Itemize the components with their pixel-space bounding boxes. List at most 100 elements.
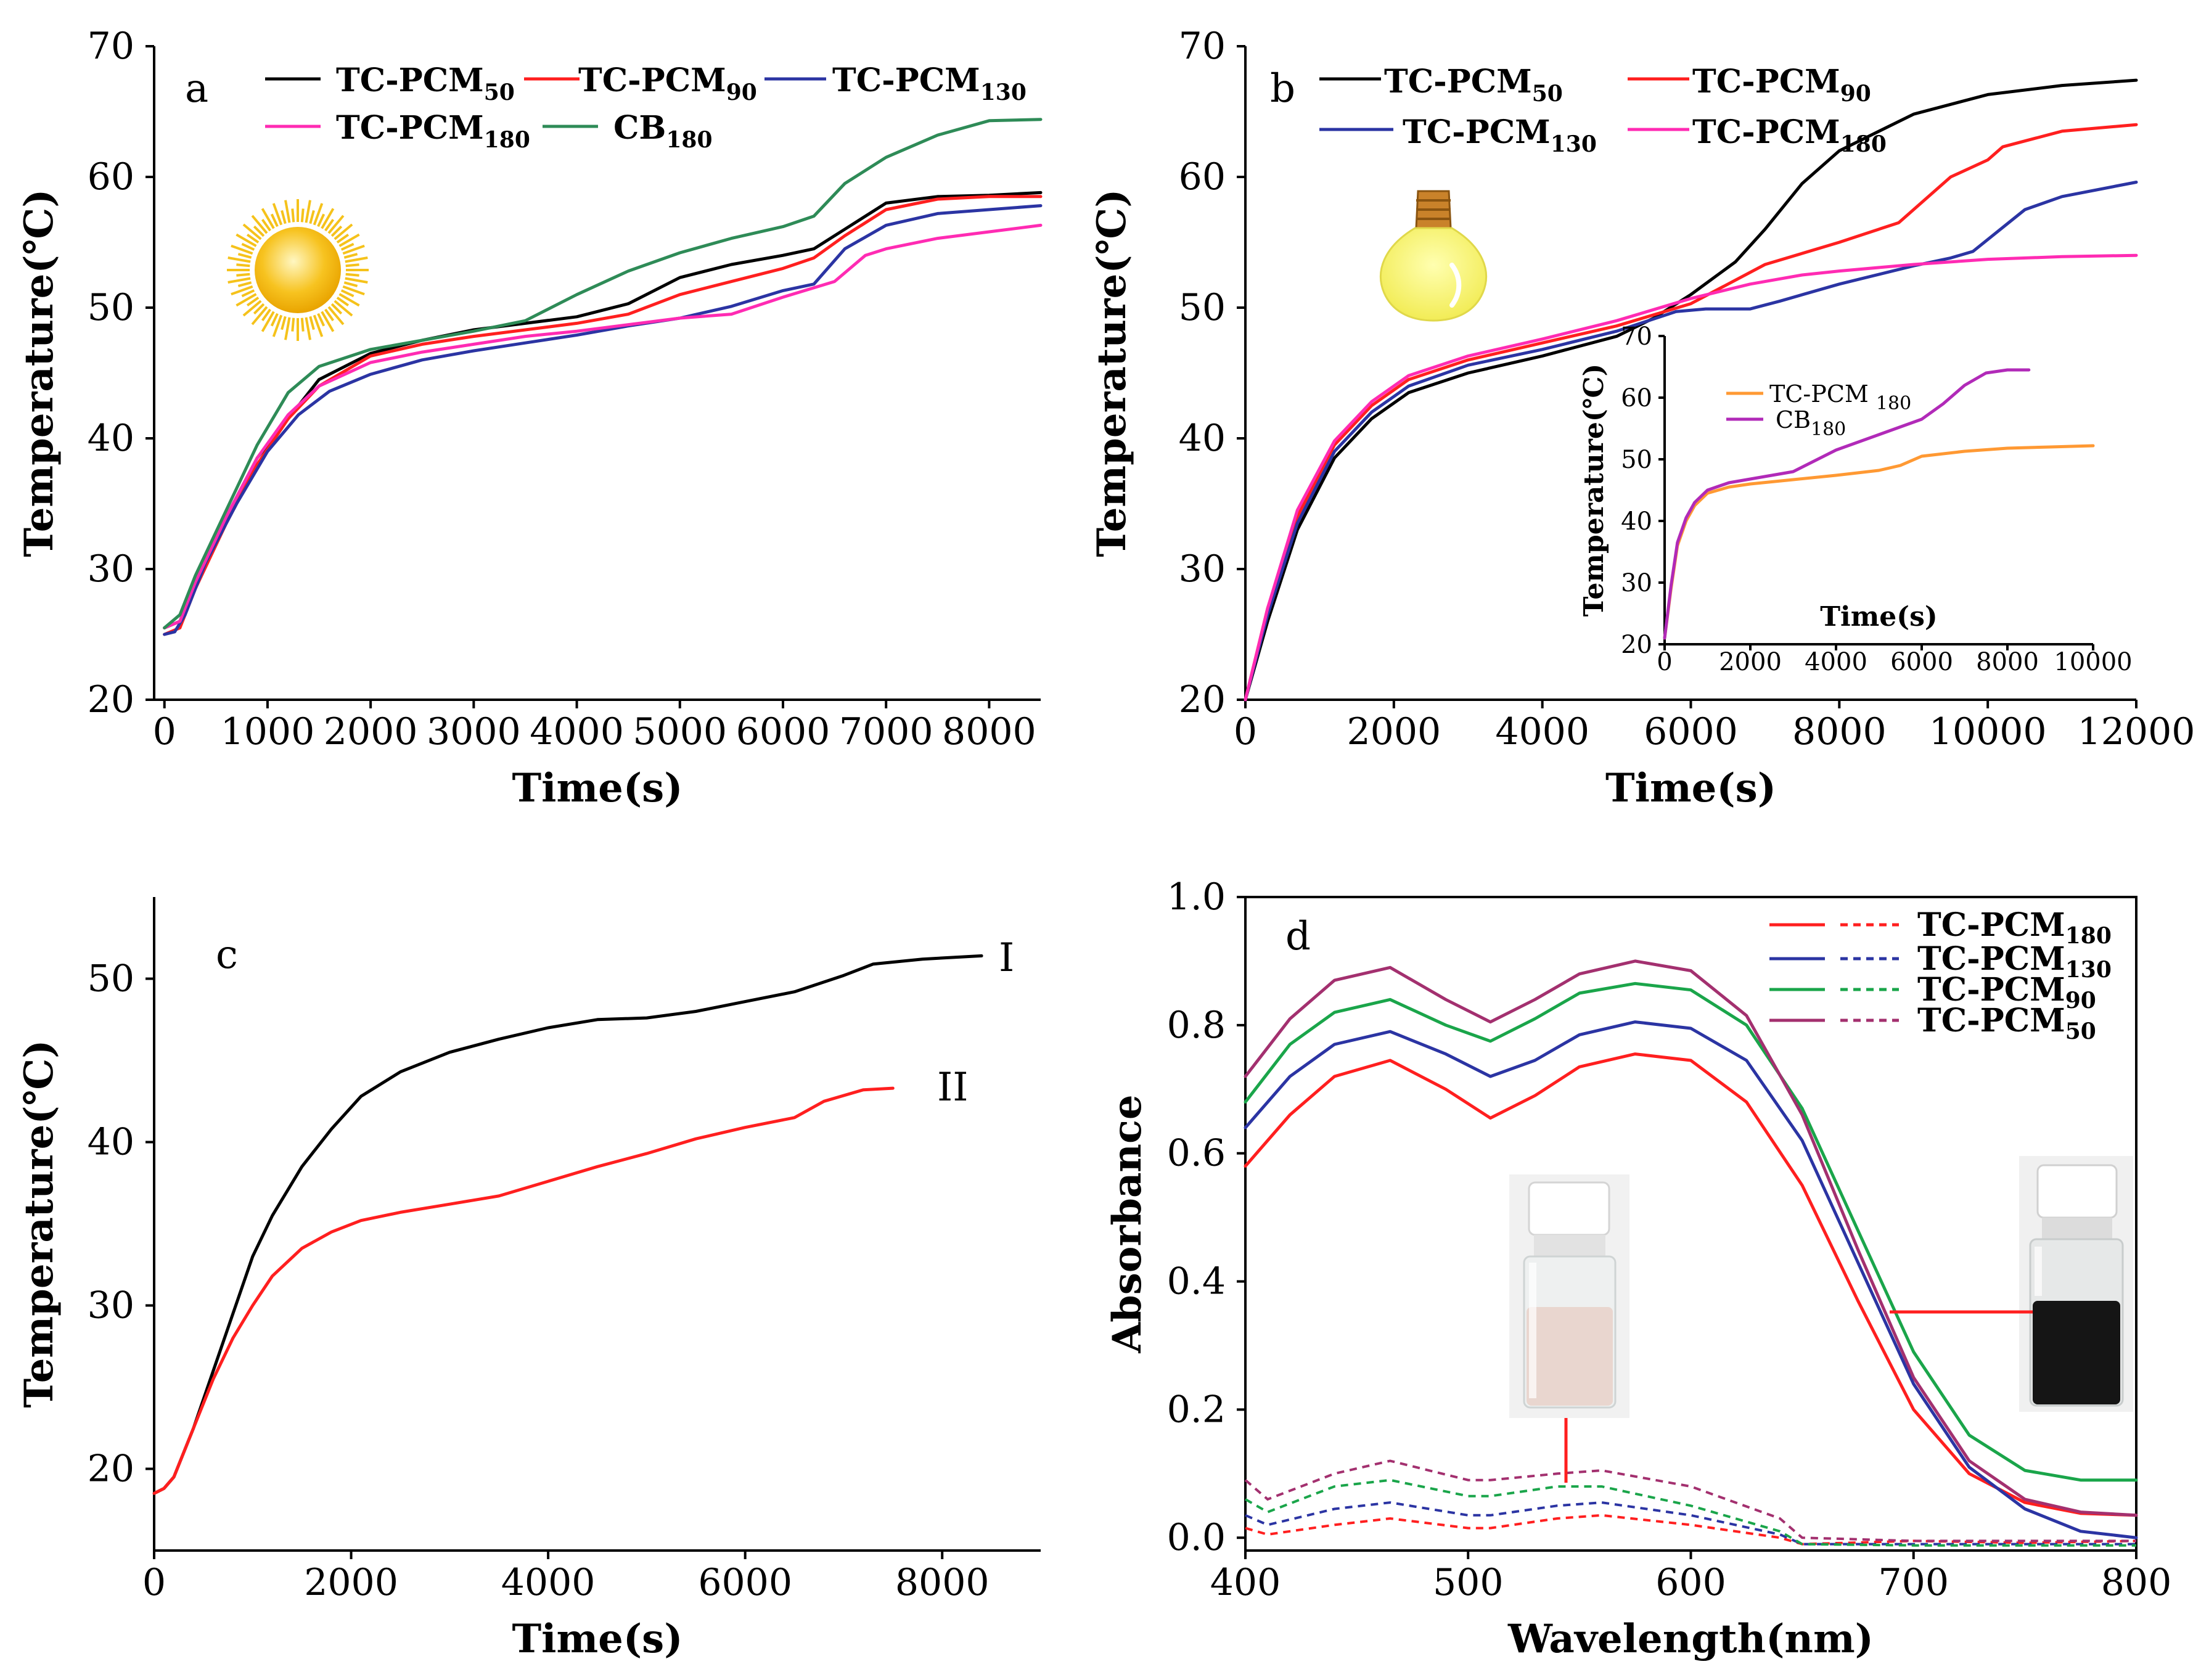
legend-b-entry-3: TC-PCM180 <box>1692 113 1887 157</box>
chart-b-inset-xtick-label: 0 <box>1657 648 1672 676</box>
chart-d-ytick-label: 1.0 <box>1167 875 1226 919</box>
chart-b-xtick-label: 10000 <box>1929 710 2047 753</box>
chart-b-xtick-label: 2000 <box>1346 710 1441 753</box>
legend-d-entry-3: TC-PCM50 <box>1917 1002 2096 1044</box>
chart-a-xlabel: Time(s) <box>512 765 683 811</box>
legend-b-entry-2: TC-PCM130 <box>1403 113 1597 157</box>
vial-dark-photo <box>2019 1156 2133 1412</box>
legend-d-entry-1: TC-PCM130 <box>1917 940 2112 983</box>
chart-d-ylabel: Absorbance <box>1104 1094 1150 1353</box>
chart-d-series-0 <box>1244 1052 2138 1517</box>
sun-icon <box>227 199 369 341</box>
chart-d-xtick-label: 600 <box>1655 1561 1726 1604</box>
chart-c-series-1 <box>152 1086 895 1495</box>
chart-d-series-5-dashed <box>1245 1501 2136 1546</box>
chart-c-xlabel: Time(s) <box>512 1616 683 1662</box>
chart-c-xtick-label: 4000 <box>501 1561 596 1604</box>
chart-d-series-6-dashed <box>1245 1478 2136 1547</box>
chart-d-series-7-dashed <box>1244 1459 2136 1543</box>
inset-background <box>1652 327 2133 660</box>
chart-b-inset-ylabel: Temperature(℃) <box>1578 364 1610 617</box>
chart-b-ytick-label: 60 <box>1179 155 1226 199</box>
chart-b-inset-xlabel: Time(s) <box>1820 601 1937 633</box>
chart-b-series-3 <box>1244 253 2138 702</box>
chart-a-xtick-label: 5000 <box>633 710 727 753</box>
chart-a-xtick-label: 7000 <box>839 710 933 753</box>
chart-d-ytick-label: 0.4 <box>1167 1260 1226 1303</box>
legend-a-entry-0: TC-PCM50 <box>336 62 515 105</box>
panel-d-label: d <box>1285 914 1311 959</box>
chart-b-inset-ytick-label: 50 <box>1621 446 1652 474</box>
chart-b-inset-ytick-label: 30 <box>1621 569 1652 597</box>
chart-a-ytick-label: 70 <box>88 25 134 68</box>
chart-b-inset-series-1 <box>1663 368 2031 640</box>
panel-d: 400 500 600 700 800 0.0 0.2 0.4 0.6 0.8 1.0 Wavelen… <box>1104 875 2171 1662</box>
chart-c-axes <box>153 897 1041 1552</box>
chart-a-xtick-label: 1000 <box>221 710 315 753</box>
chart-c-series-0 <box>152 954 983 1495</box>
chart-b-xtick-label: 6000 <box>1644 710 1738 753</box>
chart-a-xtick-label: 4000 <box>530 710 624 753</box>
chart-b-inset-xtick-label: 8000 <box>1976 648 2039 676</box>
chart-a-xtick-label: 2000 <box>324 710 418 753</box>
chart-a-series-2 <box>163 204 1043 636</box>
series-label-I: I <box>999 935 1014 981</box>
panel-c-label: c <box>216 932 238 978</box>
legend-a-entry-4: CB180 <box>613 109 713 153</box>
chart-d-ytick-label: 0.0 <box>1167 1516 1226 1559</box>
chart-a-ytick-label: 50 <box>88 286 134 329</box>
chart-d-xtick-label: 800 <box>2101 1561 2172 1604</box>
panel-c: 0 2000 4000 6000 8000 20 30 40 50 Time(s) Temperat… <box>16 897 1041 1662</box>
legend-a-entry-2: TC-PCM130 <box>832 62 1027 105</box>
chart-a-ytick-label: 40 <box>88 417 134 460</box>
legend-a-entry-3: TC-PCM180 <box>336 109 530 153</box>
chart-c-ytick-label: 40 <box>88 1121 134 1164</box>
chart-a-ytick-label: 60 <box>88 155 134 199</box>
chart-b-ytick-label: 40 <box>1179 417 1226 460</box>
chart-c-ylabel: Temperature(℃) <box>16 1039 62 1408</box>
light-bulb-icon <box>1379 190 1488 322</box>
chart-d-series-1 <box>1244 1020 2138 1539</box>
chart-d-series-4-dashed <box>1245 1514 2137 1546</box>
legend-a-entry-1: TC-PCM90 <box>578 62 757 105</box>
chart-d-xtick-label: 700 <box>1878 1561 1949 1604</box>
chart-b-series-1 <box>1244 123 2138 702</box>
chart-c-xtick-label: 2000 <box>304 1561 398 1604</box>
chart-c-xtick-label: 6000 <box>698 1561 792 1604</box>
legend-b-entry-0: TC-PCM50 <box>1384 63 1563 107</box>
chart-b-inset-xtick-label: 4000 <box>1805 648 1867 676</box>
panel-b: 0 2000 4000 6000 8000 10000 12000 20 30 40 50 60 70 T… <box>1089 25 2195 811</box>
vial-light-photo <box>1509 1174 1629 1418</box>
chart-d-ytick-label: 0.2 <box>1167 1388 1226 1431</box>
panel-a: 0 1000 2000 3000 4000 5000 6000 7000 8000 20 30 40 5… <box>16 25 1043 811</box>
chart-b-inset-ytick-label: 20 <box>1621 631 1652 659</box>
chart-b-xtick-label: 8000 <box>1792 710 1887 753</box>
chart-c-ytick-label: 20 <box>88 1448 134 1491</box>
chart-d-xtick-label: 400 <box>1210 1561 1281 1604</box>
chart-d-series-3 <box>1244 959 2138 1517</box>
legend-d: TC-PCM180 TC-PCM130 TC-PCM90 TC-PCM50 <box>1769 906 2112 1044</box>
chart-b-ytick-label: 70 <box>1179 25 1226 68</box>
chart-c-xtick-label: 0 <box>142 1561 166 1604</box>
legend-d-entry-2: TC-PCM90 <box>1917 971 2096 1014</box>
chart-b-inset-ytick-label: 40 <box>1621 507 1652 536</box>
chart-a-axes <box>153 46 1041 701</box>
chart-d-xtick-label: 500 <box>1433 1561 1504 1604</box>
chart-b-inset-xtick-label: 10000 <box>2054 648 2132 676</box>
chart-d-xlabel: Wavelength(nm) <box>1507 1616 1874 1662</box>
legend-d-entry-0: TC-PCM180 <box>1917 906 2112 949</box>
panel-b-label: b <box>1270 66 1295 112</box>
chart-a-series-4 <box>163 118 1043 629</box>
chart-a-ytick-label: 30 <box>88 547 134 591</box>
legend-inset: TC-PCM 180 CB180 <box>1726 380 1911 440</box>
chart-a-ytick-label: 20 <box>88 678 134 721</box>
chart-d-series-2 <box>1244 981 2138 1482</box>
panel-a-label: a <box>185 66 208 112</box>
chart-a-xtick-label: 0 <box>153 710 176 753</box>
chart-c-xtick-label: 8000 <box>895 1561 990 1604</box>
chart-b-series-2 <box>1244 181 2138 702</box>
chart-a-series-3 <box>163 223 1043 629</box>
legend-a: TC-PCM50 TC-PCM90 TC-PCM130 TC-PCM180 CB… <box>265 62 1027 153</box>
chart-b-xlabel: Time(s) <box>1605 765 1776 811</box>
